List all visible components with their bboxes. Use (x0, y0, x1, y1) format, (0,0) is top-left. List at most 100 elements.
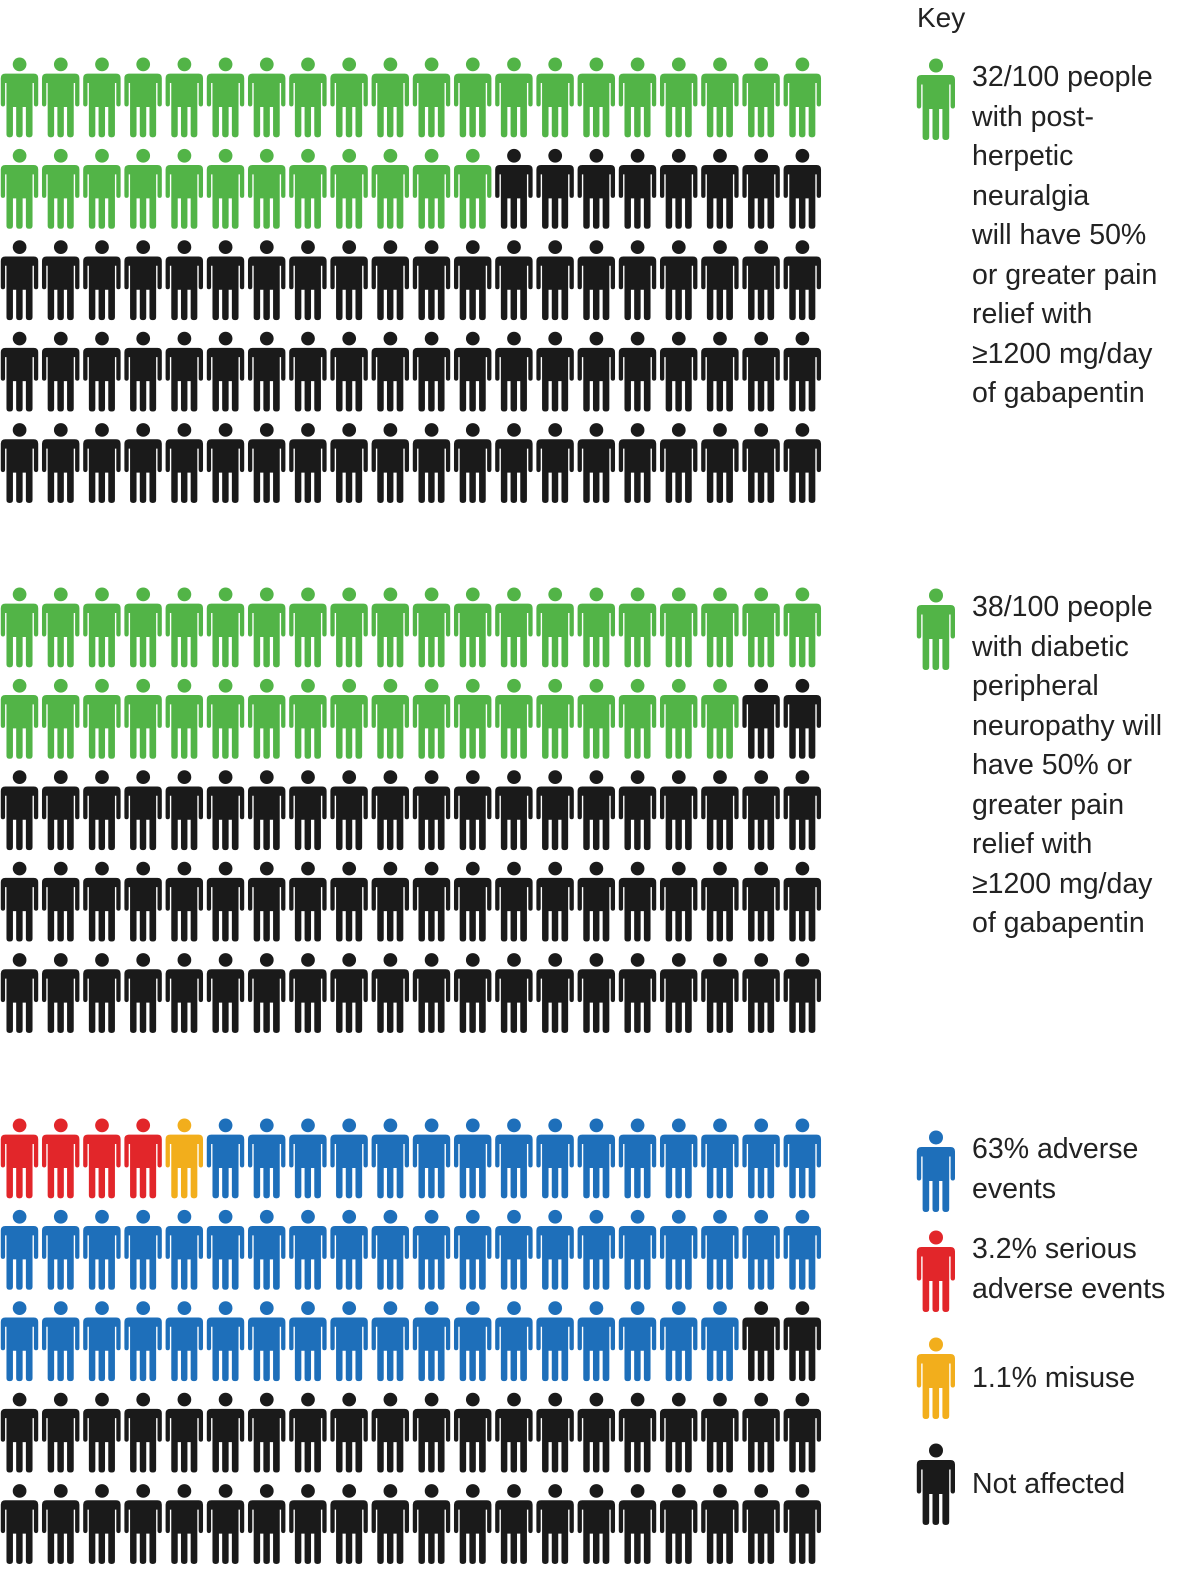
icon-array-panel-1 (0, 57, 822, 503)
icon-array-panels (0, 57, 822, 1564)
person-icon (289, 770, 327, 851)
legend-line: relief with (972, 298, 1093, 330)
person-icon (330, 240, 368, 321)
legend-line: relief with (972, 828, 1093, 860)
person-icon (659, 587, 698, 668)
person-icon (916, 1230, 955, 1312)
person-icon (742, 240, 780, 321)
person-icon (618, 240, 657, 321)
legend-text-serious: 3.2% serious adverse events (972, 1230, 1186, 1309)
person-icon (124, 1209, 162, 1290)
person-icon (165, 1484, 204, 1564)
person-icon (577, 57, 616, 138)
person-icon (247, 587, 286, 668)
person-icon (165, 331, 204, 412)
person-icon (83, 587, 121, 668)
person-icon (247, 1484, 286, 1564)
person-icon (124, 1301, 162, 1382)
person-icon (659, 1484, 698, 1564)
legend-line: herpetic (972, 140, 1074, 172)
person-icon (742, 678, 780, 759)
person-icon (165, 953, 204, 1033)
person-icon (289, 861, 327, 942)
icon-array-panel-2 (0, 587, 822, 1033)
person-icon (165, 57, 204, 138)
person-icon (659, 331, 698, 412)
person-icon (659, 861, 698, 942)
person-icon (659, 1118, 698, 1199)
person-icon (330, 331, 368, 412)
legend-line: 1.1% misuse (972, 1362, 1136, 1394)
person-icon (742, 1392, 780, 1473)
legend-line: of gabapentin (972, 377, 1145, 409)
person-icon (247, 331, 286, 412)
person-icon (412, 1392, 451, 1473)
person-icon (247, 770, 286, 851)
person-icon (371, 1209, 410, 1290)
person-icon (124, 587, 162, 668)
person-icon (701, 678, 739, 759)
person-icon (0, 678, 39, 759)
person-icon (206, 770, 245, 851)
person-icon (577, 1209, 616, 1290)
person-icon (536, 678, 574, 759)
person-icon (618, 331, 657, 412)
person-icon (330, 861, 368, 942)
person-icon (289, 57, 327, 138)
person-icon (659, 423, 698, 503)
person-icon (577, 861, 616, 942)
person-icon (916, 1443, 955, 1525)
person-icon (41, 240, 80, 321)
person-icon (124, 57, 162, 138)
person-icon (83, 861, 121, 942)
person-icon (577, 148, 616, 229)
person-icon (247, 57, 286, 138)
person-icon (247, 423, 286, 503)
person-icon (495, 861, 533, 942)
person-icon (330, 953, 368, 1033)
person-icon (783, 148, 822, 229)
person-icon (701, 148, 739, 229)
person-icon (453, 1209, 492, 1290)
legend-line: neuralgia (972, 179, 1090, 212)
person-icon (83, 1301, 121, 1382)
person-icon (701, 57, 739, 138)
legend-line: adverse events (972, 1272, 1166, 1305)
person-icon (577, 423, 616, 503)
person-icon (165, 240, 204, 321)
person-icon (701, 240, 739, 321)
person-icon (165, 861, 204, 942)
person-icon (412, 331, 451, 412)
person-icon (165, 587, 204, 668)
person-icon (206, 57, 245, 138)
person-icon (701, 1209, 739, 1290)
person-icon (742, 1209, 780, 1290)
person-icon (618, 148, 657, 229)
person-icon (412, 1209, 451, 1290)
person-icon (330, 1209, 368, 1290)
person-icon (412, 57, 451, 138)
person-icon (289, 1484, 327, 1564)
person-icon (618, 587, 657, 668)
person-icon (165, 1118, 204, 1199)
person-icon (83, 770, 121, 851)
legend-line: with post- (972, 100, 1094, 133)
person-icon (124, 423, 162, 503)
person-icon (659, 678, 698, 759)
person-icon (701, 1484, 739, 1564)
person-icon (495, 1392, 533, 1473)
person-icon (330, 1301, 368, 1382)
person-icon (0, 1118, 39, 1199)
person-icon (0, 587, 39, 668)
person-icon (618, 1484, 657, 1564)
person-icon (495, 1484, 533, 1564)
person-icon (206, 1209, 245, 1290)
legend-text-adverse: 63% adverse events (972, 1130, 1186, 1209)
person-icon (536, 1209, 574, 1290)
person-icon (536, 861, 574, 942)
person-icon (453, 587, 492, 668)
person-icon (247, 953, 286, 1033)
legend-text-phn: 32/100 people with post- herpetic neural… (972, 58, 1186, 414)
person-icon (330, 678, 368, 759)
person-icon (412, 148, 451, 229)
